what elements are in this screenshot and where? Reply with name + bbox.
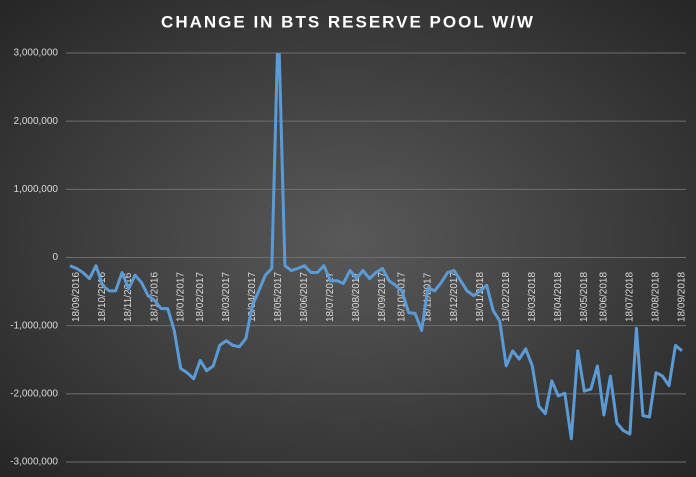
x-tick-label: 18/02/2017	[195, 272, 206, 322]
y-tick-label: 0	[52, 252, 58, 263]
x-tick-label: 18/04/2017	[247, 272, 258, 322]
y-tick-label: 1,000,000	[14, 184, 59, 195]
x-tick-label: 18/08/2017	[351, 272, 362, 322]
y-tick-label: -1,000,000	[10, 320, 58, 331]
x-tick-label: 18/10/2016	[97, 272, 108, 322]
x-tick-label: 18/07/2017	[325, 272, 336, 322]
x-tick-label: 18/08/2018	[651, 272, 662, 322]
x-tick-label: 18/01/2017	[175, 272, 186, 322]
x-tick-label: 18/09/2018	[677, 272, 688, 322]
chart-title: CHANGE IN BTS RESERVE POOL W/W	[161, 12, 535, 31]
x-tick-label: 18/12/2017	[449, 272, 460, 322]
y-tick-label: 3,000,000	[14, 48, 59, 59]
x-tick-label: 18/03/2018	[527, 272, 538, 322]
x-tick-label: 18/05/2017	[273, 272, 284, 322]
x-tick-label: 18/01/2018	[475, 272, 486, 322]
data-line	[69, 53, 683, 441]
x-tick-label: 18/11/2016	[123, 272, 134, 322]
y-tick-label: -2,000,000	[10, 388, 58, 399]
x-tick-label: 18/03/2017	[221, 272, 232, 322]
x-tick-label: 18/07/2018	[625, 272, 636, 322]
x-tick-label: 18/09/2016	[71, 272, 82, 322]
x-tick-label: 18/12/2016	[149, 272, 160, 322]
x-tick-label: 18/10/2017	[397, 272, 408, 322]
x-tick-label: 18/05/2018	[579, 272, 590, 322]
x-tick-label: 18/11/2017	[423, 272, 434, 322]
x-tick-label: 18/04/2018	[553, 272, 564, 322]
y-tick-label: -3,000,000	[10, 457, 58, 468]
x-tick-label: 18/06/2017	[299, 272, 310, 322]
x-tick-label: 18/06/2018	[599, 272, 610, 322]
x-tick-label: 18/02/2018	[501, 272, 512, 322]
x-tick-label: 18/09/2017	[377, 272, 388, 322]
plot-area	[69, 53, 683, 441]
y-tick-label: 2,000,000	[14, 116, 59, 127]
